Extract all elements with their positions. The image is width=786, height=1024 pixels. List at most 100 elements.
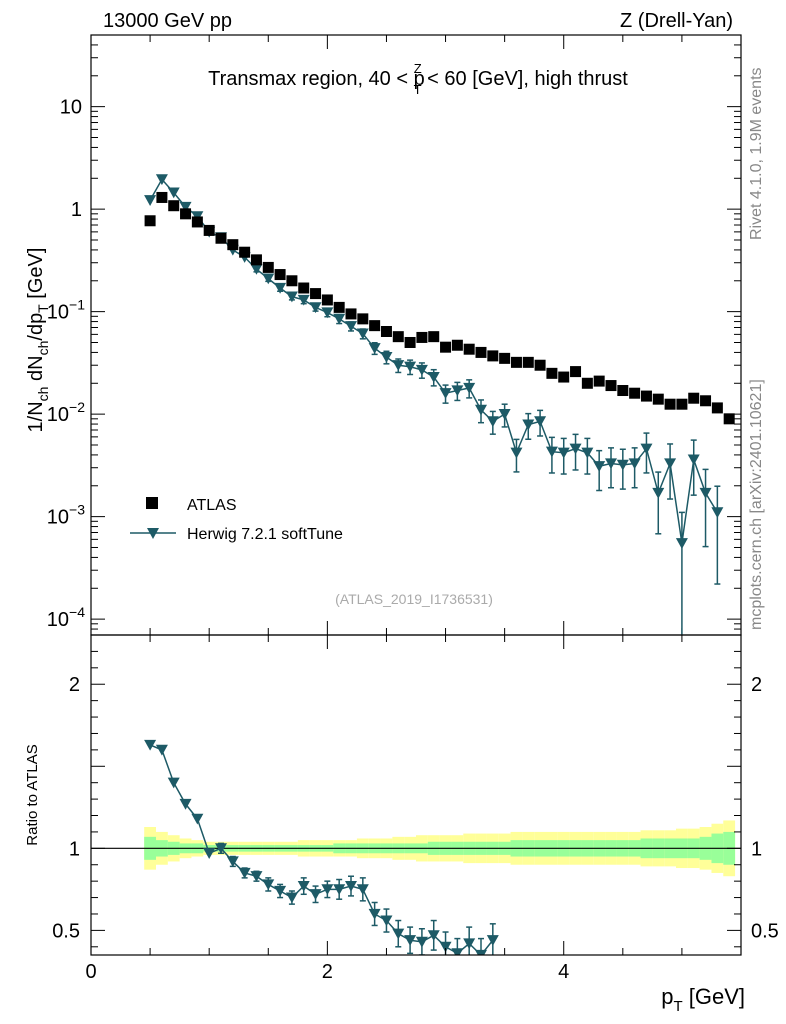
- mc-point: [167, 187, 180, 199]
- mc-point: [581, 447, 594, 459]
- ratio-mc-point: [262, 879, 275, 891]
- data-point: [156, 191, 168, 203]
- mc-point: [640, 443, 653, 455]
- data-point: [451, 339, 463, 351]
- x-tick-label: 0: [85, 961, 96, 983]
- mc-point: [356, 328, 369, 340]
- ratio-mc-point: [144, 739, 157, 751]
- data-point: [605, 380, 617, 392]
- ratio-y-tick-label-left: 2: [69, 674, 80, 696]
- ratio-y-tick-label-left: 1: [69, 838, 80, 860]
- ratio-mc-point: [486, 935, 499, 946]
- ratio-mc-point: [285, 892, 298, 904]
- y-tick-label: 10−3: [47, 502, 85, 529]
- data-point: [286, 275, 298, 287]
- mc-point: [557, 447, 570, 459]
- mc-point: [675, 538, 688, 549]
- data-point: [522, 356, 534, 368]
- ratio-mc-point: [427, 930, 440, 942]
- mc-point: [250, 264, 263, 275]
- mc-point: [368, 343, 381, 354]
- data-point: [404, 336, 416, 348]
- data-point: [428, 331, 440, 343]
- data-point: [380, 326, 392, 338]
- ratio-y-tick-label-right: 1: [751, 838, 762, 860]
- data-point: [239, 246, 251, 258]
- ratio-mc-point: [215, 843, 227, 855]
- process-label: Z (Drell-Yan): [620, 10, 733, 32]
- data-point: [191, 216, 203, 228]
- data-point: [593, 375, 605, 387]
- mc-point: [522, 419, 535, 431]
- data-point: [723, 413, 735, 425]
- ratio-mc-point: [333, 884, 346, 896]
- mc-point: [451, 385, 464, 397]
- data-point: [510, 356, 522, 368]
- mc-point: [463, 382, 476, 394]
- data-point: [688, 392, 700, 404]
- xlabel: pT [GeV]: [661, 984, 745, 1015]
- main-ylabel: 1/Nch dNch/dpT [GeV]: [25, 248, 51, 433]
- data-point: [640, 390, 652, 402]
- legend-mc-label: Herwig 7.2.1 softTune: [187, 526, 343, 543]
- data-point: [310, 288, 322, 300]
- mc-series: [144, 174, 724, 635]
- data-point: [711, 402, 723, 414]
- data-point: [274, 269, 286, 281]
- y-tick-label: 10−2: [47, 399, 85, 426]
- data-point: [676, 398, 688, 410]
- ratio-mc-point: [380, 915, 393, 927]
- data-point: [357, 313, 369, 325]
- mc-point: [144, 195, 157, 206]
- x-tick-label: 2: [322, 961, 333, 983]
- ratio-mc-point: [475, 949, 487, 955]
- main-plot-area: 10−4 10−3 10−2 10−1 1 10 Transmax region, 40 …: [25, 34, 742, 636]
- data-point: [180, 208, 192, 220]
- mc-point: [321, 307, 334, 319]
- ratio-mc-clipped: [144, 739, 499, 955]
- mc-point: [415, 364, 428, 376]
- data-point: [558, 371, 570, 383]
- y-tick-label: 1: [71, 199, 82, 221]
- mc-point: [699, 487, 712, 499]
- ratio-mc-point: [392, 928, 405, 940]
- ratio-mc-point: [191, 813, 204, 825]
- ratio-y-tick-label-left: 0.5: [52, 920, 80, 942]
- data-point: [570, 366, 582, 378]
- mc-point: [380, 352, 393, 363]
- mc-point: [616, 459, 629, 471]
- ratio-mc-point: [297, 880, 310, 892]
- rivet-label: Rivet 4.1.0, 1.9M events: [748, 67, 765, 240]
- analysis-label: (ATLAS_2019_I1736531): [335, 591, 493, 607]
- y-tick-label: 10−1: [47, 297, 85, 324]
- data-series: [144, 191, 735, 425]
- mc-point: [309, 302, 322, 314]
- data-point: [617, 385, 629, 397]
- ratio-mc-point: [345, 880, 357, 892]
- mc-point: [593, 461, 606, 472]
- data-point: [298, 282, 310, 294]
- mc-point: [155, 174, 168, 186]
- mc-point: [285, 291, 298, 303]
- mc-point: [498, 409, 511, 420]
- mc-point: [605, 458, 617, 470]
- data-point: [369, 320, 381, 332]
- mc-point: [427, 371, 440, 383]
- ratio-mc-point: [451, 948, 464, 955]
- mc-point: [179, 201, 192, 213]
- mc-point: [333, 313, 346, 325]
- ratio-mc-point: [238, 867, 251, 879]
- data-point: [250, 254, 262, 266]
- data-point: [416, 331, 428, 343]
- main-ticks: 10−4 10−3 10−2 10−1 1 10: [47, 34, 742, 636]
- mc-point: [652, 487, 665, 499]
- ratio-ylabel: Ratio to ATLAS: [24, 744, 41, 845]
- mc-point: [475, 404, 487, 416]
- mc-point: [404, 361, 417, 373]
- y-tick-label: 10−4: [47, 604, 85, 631]
- mc-point: [439, 388, 452, 399]
- data-point: [581, 377, 593, 389]
- data-point: [144, 215, 156, 227]
- data-point: [664, 398, 676, 410]
